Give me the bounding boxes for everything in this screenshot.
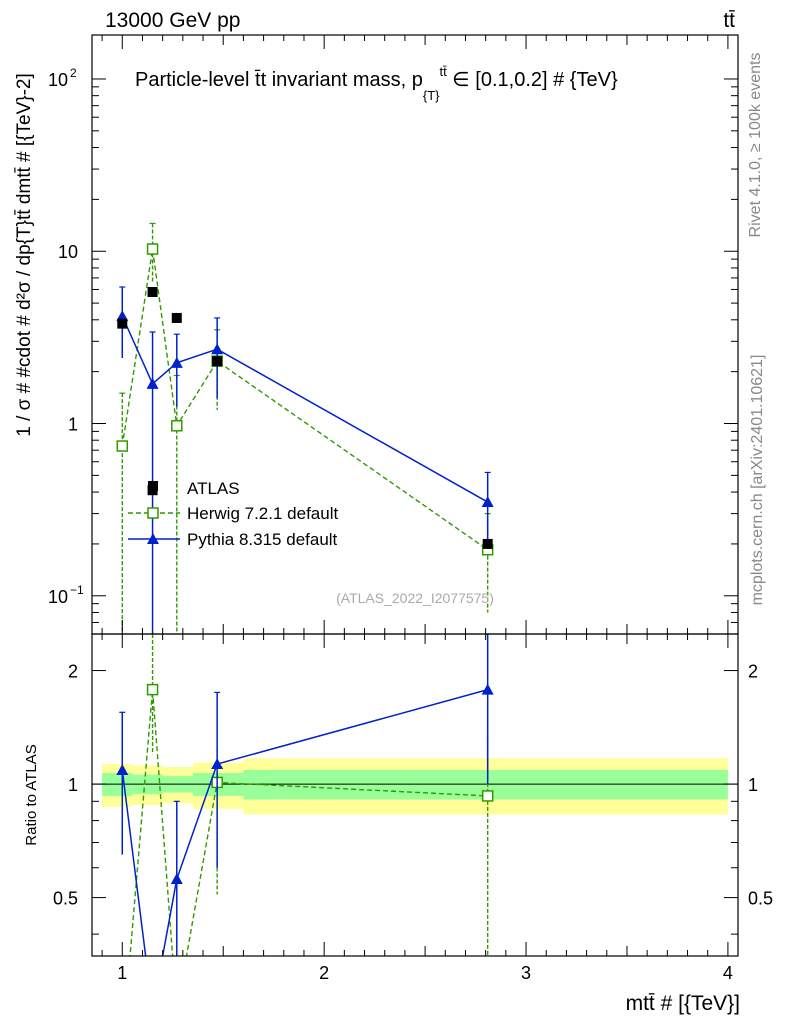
legend-marker-atlas [148, 481, 158, 491]
ratio-frame [91, 633, 739, 957]
main-ytick-label-base: 10 [58, 242, 78, 262]
plot-title-rest: ∈ [0.1,0.2] # {TeV} [447, 69, 618, 91]
plot-title-sup: tt̄ [440, 64, 448, 79]
process-label: tt̄ [723, 9, 735, 32]
atlas-point [171, 312, 182, 323]
energy-label: 13000 GeV pp [105, 9, 240, 32]
herwig-point [146, 243, 159, 255]
main-ytick-label-exp: −1 [70, 583, 84, 597]
xtick-label: 3 [521, 963, 531, 983]
pythia-ratio-point [481, 683, 494, 695]
legend-marker-pythia [147, 533, 159, 544]
xlabel: mtt̄ # [{TeV}] [626, 992, 740, 1015]
plot-title: Particle-level t̄t invariant mass, p{T}t… [135, 64, 618, 103]
herwig-ratio-point [481, 790, 494, 802]
rivet-label: Rivet 4.1.0, ≥ 100k events [747, 53, 764, 238]
atlas-point [482, 538, 493, 549]
ratio-ytick-label: 0.5 [53, 889, 78, 909]
herwig-point [171, 420, 183, 432]
main-ytick-label-exp: 2 [70, 66, 77, 80]
plot-title-main: Particle-level t̄t invariant mass, p [135, 69, 423, 91]
pythia-ratio-point [116, 763, 129, 775]
main-ylabel-text: 1 / σ # #cdot # d²σ / dp{T}tt̄ dmtt̄ # [… [14, 73, 35, 437]
analysis-id: (ATLAS_2022_I2077575) [336, 590, 494, 606]
main-ytick-label: 10 [48, 587, 68, 607]
atlas-point [212, 356, 223, 367]
herwig-ratio-point [146, 683, 159, 696]
legend-marker-herwig [147, 507, 159, 519]
main-ylabel: 1 / σ # #cdot # d²σ / dp{T}tt̄ dmtt̄ # [… [14, 73, 35, 437]
legend: ATLAS Herwig 7.2.1 default Pythia 8.315 … [128, 479, 338, 549]
plot-title-sub: {T} [423, 88, 440, 103]
legend-label-pythia: Pythia 8.315 default [187, 530, 338, 549]
ratio-bands [92, 758, 738, 815]
legend-label-atlas: ATLAS [187, 479, 240, 498]
pythia-point [211, 343, 224, 355]
main-ytick-label: 10 [48, 70, 68, 90]
main-ytick-label-base: 10 [48, 70, 68, 90]
ratio-ytick-label-right: 0.5 [748, 889, 773, 909]
pythia-point [116, 310, 129, 322]
xtick-label: 2 [319, 963, 329, 983]
pythia-ratio-point [147, 1005, 159, 1016]
legend-label-herwig: Herwig 7.2.1 default [187, 504, 338, 523]
pythia-point [146, 377, 159, 389]
pythia-ratio-point [211, 758, 224, 770]
pythia-point [170, 356, 183, 368]
main-ytick-label: 1 [68, 415, 78, 435]
ratio-ytick-label-right: 1 [748, 775, 758, 795]
ratio-ytick-label-right: 2 [748, 662, 758, 682]
mcplots-label: mcplots.cern.ch [arXiv:2401.10621] [749, 355, 766, 606]
main-plot [116, 222, 494, 634]
herwig-point [116, 440, 129, 452]
xtick-label: 4 [723, 963, 733, 983]
herwig-ratio-line [129, 689, 488, 956]
pythia-ratio-point [170, 873, 183, 885]
main-ytick-label: 10 [58, 242, 78, 262]
atlas-point [147, 286, 158, 297]
ratio-plot [116, 634, 494, 1016]
pythia-point [481, 496, 494, 508]
ratio-ytick-label: 2 [68, 662, 78, 682]
xtick-label: 1 [117, 963, 127, 983]
atlas-point [117, 318, 128, 329]
herwig-ratio-point [172, 1006, 182, 1016]
ratio-ytick-label: 1 [68, 775, 78, 795]
main-ytick-label-base: 1 [68, 415, 78, 435]
ratio-ylabel: Ratio to ATLAS [23, 744, 40, 845]
main-ytick-label-base: 10 [48, 587, 68, 607]
